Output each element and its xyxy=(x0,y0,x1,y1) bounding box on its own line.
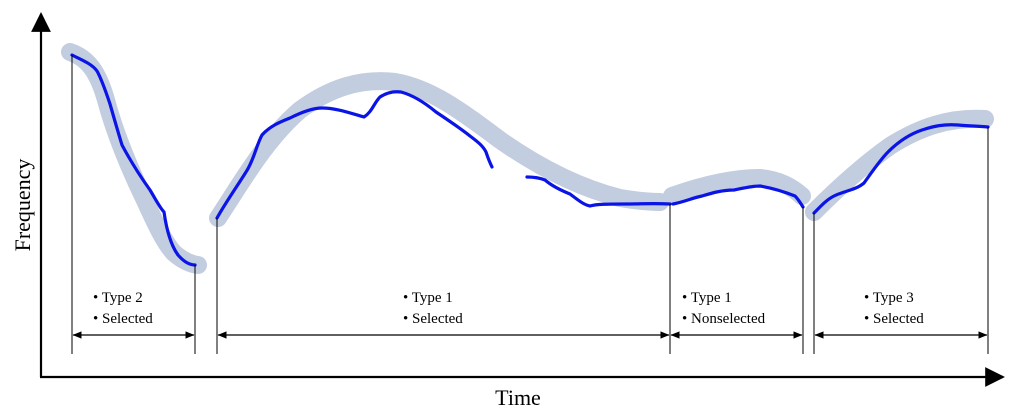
highlight-bands xyxy=(61,43,994,274)
highlight-band-4 xyxy=(805,109,994,221)
trajectory-segment-4 xyxy=(671,184,805,209)
segment-labels: • Type 2 • Selected • Type 1 • Selected … xyxy=(93,290,924,327)
trajectory xyxy=(70,53,990,267)
trajectory-segment-3 xyxy=(525,175,672,208)
segment-1-line-1: • Type 2 xyxy=(93,290,143,306)
segment-3-line-1: • Type 1 xyxy=(682,290,732,306)
y-axis-label: Frequency xyxy=(10,159,35,252)
segment-boundaries xyxy=(71,55,989,354)
segment-4-line-2: • Selected xyxy=(864,311,924,327)
trajectory-segment-2 xyxy=(215,90,494,220)
segment-1-line-2: • Selected xyxy=(93,311,153,327)
trajectory-segment-1 xyxy=(70,53,197,267)
segment-4-line-1: • Type 3 xyxy=(864,290,914,306)
segment-2-line-1: • Type 1 xyxy=(403,290,453,306)
segment-3-line-2: • Nonselected xyxy=(682,311,766,327)
x-axis-label: Time xyxy=(495,385,541,409)
trajectory-segment-5 xyxy=(812,123,990,215)
highlight-band-2 xyxy=(209,72,669,227)
highlight-band-3 xyxy=(663,169,811,205)
highlight-band-1 xyxy=(61,43,207,274)
segment-2-line-2: • Selected xyxy=(403,311,463,327)
